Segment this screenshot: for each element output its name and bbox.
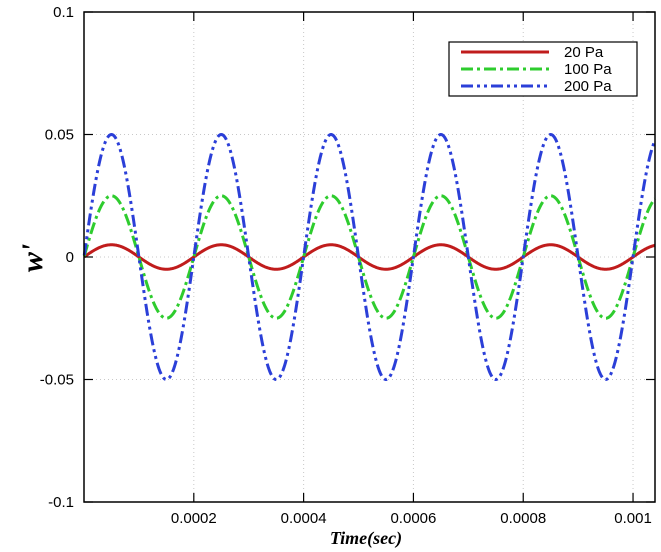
x-axis-title: Time(sec) bbox=[330, 528, 402, 549]
y-tick-label: 0.1 bbox=[53, 4, 74, 21]
y-tick-label: 0 bbox=[66, 249, 74, 266]
x-tick-label: 0.0008 bbox=[500, 510, 546, 527]
axis-ticks: 0.0002 0.0004 0.0006 0.0008 0.001 -0.1 -0.05 0 0… bbox=[40, 4, 655, 527]
x-tick-label: 0.0002 bbox=[171, 510, 217, 527]
x-tick-label: 0.0004 bbox=[281, 510, 327, 527]
y-tick-label: -0.1 bbox=[48, 494, 74, 511]
y-axis-title: w' bbox=[16, 244, 49, 272]
legend-label-1: 100 Pa bbox=[564, 61, 612, 78]
x-tick-label: 0.001 bbox=[614, 510, 652, 527]
y-tick-label: 0.05 bbox=[45, 127, 74, 144]
series-lines bbox=[82, 133, 657, 381]
x-tick-label: 0.0006 bbox=[390, 510, 436, 527]
series-line-0 bbox=[83, 243, 656, 271]
series-line-2 bbox=[82, 133, 657, 381]
legend-label-2: 200 Pa bbox=[564, 78, 612, 95]
legend-label-0: 20 Pa bbox=[564, 44, 604, 61]
y-tick-label: -0.05 bbox=[40, 372, 74, 389]
